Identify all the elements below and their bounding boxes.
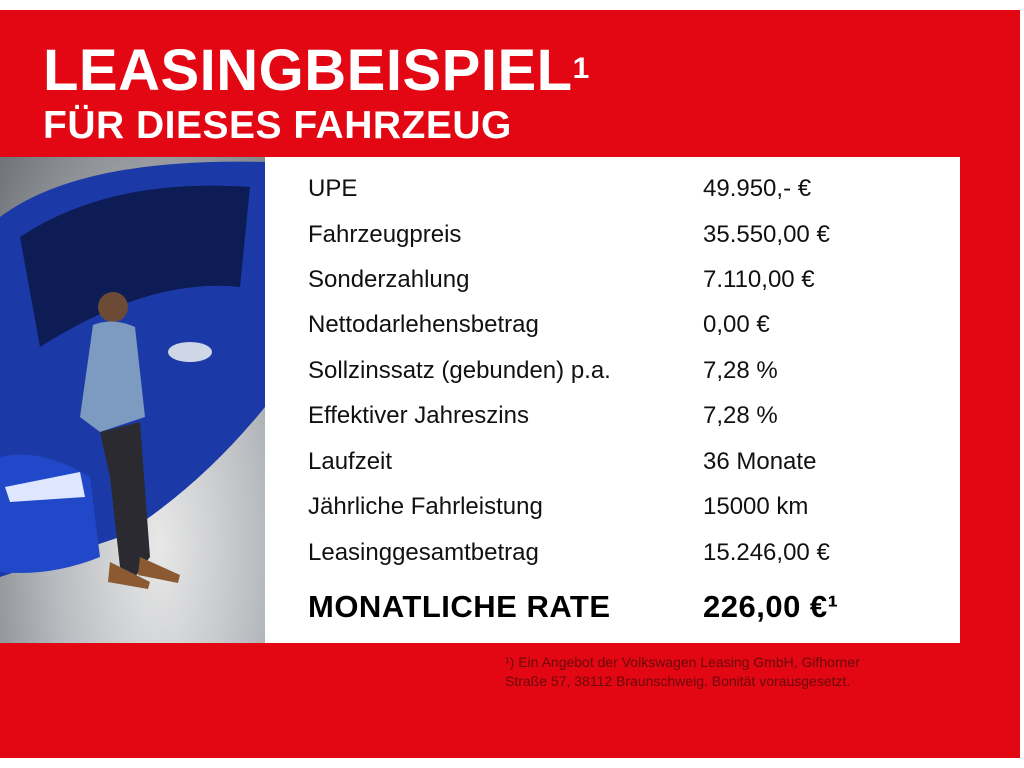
title-footnote-mark: 1 bbox=[572, 52, 590, 85]
page-subtitle: FÜR DIESES FAHRZEUG bbox=[43, 104, 512, 147]
value-leasinggesamtbetrag: 15.246,00 € bbox=[703, 539, 830, 566]
label-nettodarlehensbetrag: Nettodarlehensbetrag bbox=[308, 311, 539, 338]
monthly-rate-value: 226,00 €¹ bbox=[703, 589, 839, 624]
page-title: LEASINGBEISPIEL1 bbox=[43, 42, 590, 100]
label-laufzeit: Laufzeit bbox=[308, 448, 393, 475]
label-leasinggesamtbetrag: Leasinggesamtbetrag bbox=[308, 539, 539, 566]
label-upe: UPE bbox=[308, 175, 358, 202]
label-sonderzahlung: Sonderzahlung bbox=[308, 266, 470, 293]
car-photo bbox=[0, 157, 265, 643]
value-laufzeit: 36 Monate bbox=[703, 448, 817, 475]
value-effektiver-jahreszins: 7,28 % bbox=[703, 402, 778, 429]
label-fahrleistung: Jährliche Fahrleistung bbox=[308, 493, 543, 520]
title-text: LEASINGBEISPIEL bbox=[43, 38, 573, 103]
footnote-line-1: ¹) Ein Angebot der Volkswagen Leasing Gm… bbox=[505, 654, 860, 670]
label-sollzinssatz: Sollzinssatz (gebunden) p.a. bbox=[308, 357, 611, 384]
value-fahrleistung: 15000 km bbox=[703, 493, 809, 520]
value-fahrzeugpreis: 35.550,00 € bbox=[703, 221, 830, 248]
value-upe: 49.950,- € bbox=[703, 175, 812, 202]
value-sonderzahlung: 7.110,00 € bbox=[703, 266, 815, 293]
car-with-man-image bbox=[0, 161, 265, 589]
monthly-rate-label: MONATLICHE RATE bbox=[308, 589, 611, 624]
value-sollzinssatz: 7,28 % bbox=[703, 357, 778, 384]
value-nettodarlehensbetrag: 0,00 € bbox=[703, 311, 770, 338]
leasing-details-panel: UPE 49.950,- € Fahrzeugpreis 35.550,00 €… bbox=[265, 157, 960, 643]
footnote: ¹) Ein Angebot der Volkswagen Leasing Gm… bbox=[505, 653, 860, 691]
label-fahrzeugpreis: Fahrzeugpreis bbox=[308, 221, 462, 248]
footnote-line-2: Straße 57, 38112 Braunschweig. Bonität v… bbox=[505, 673, 851, 689]
label-effektiver-jahreszins: Effektiver Jahreszins bbox=[308, 402, 529, 429]
